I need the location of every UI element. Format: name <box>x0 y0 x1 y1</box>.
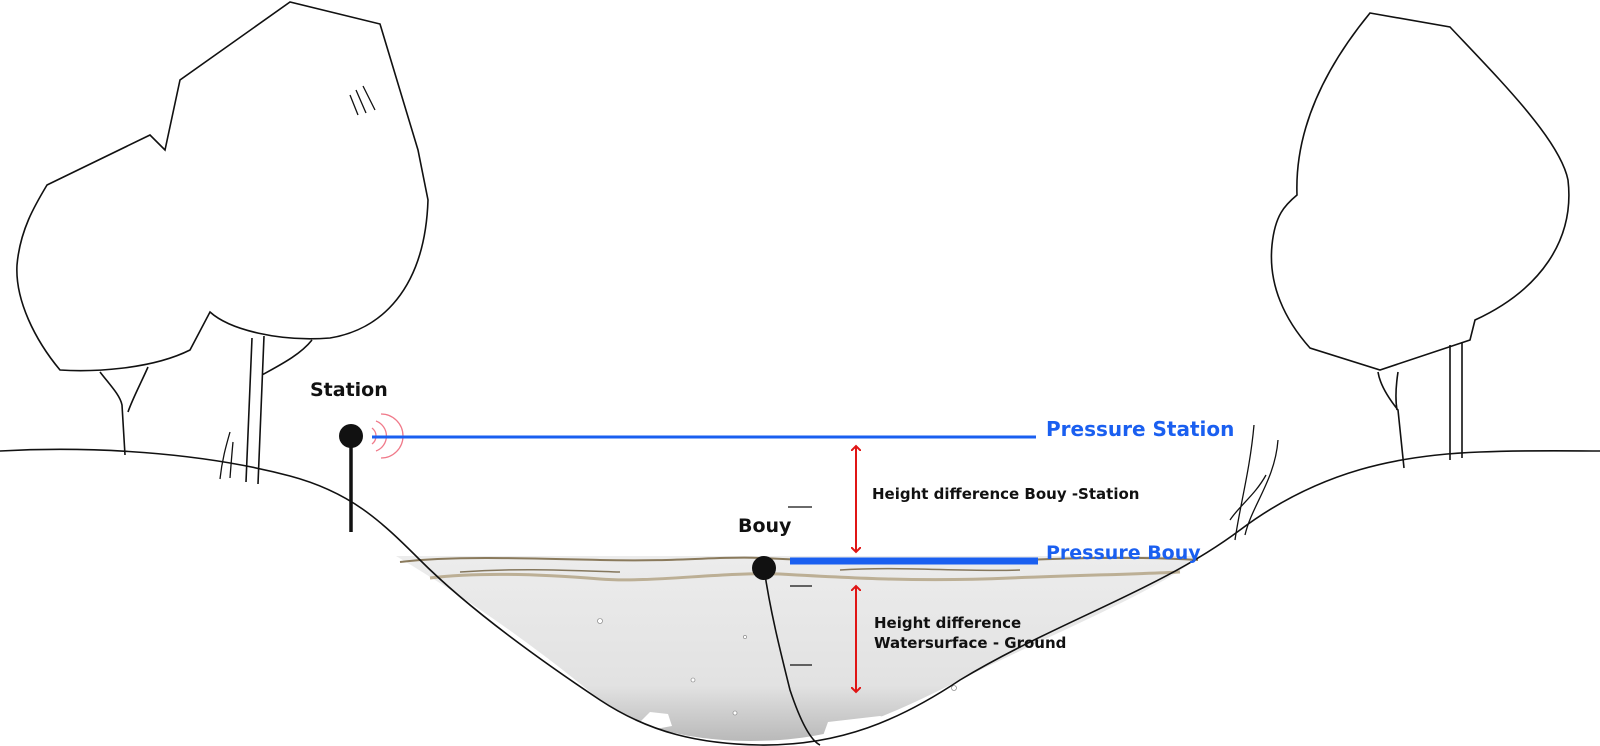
bouy <box>752 556 821 746</box>
height-bouy-station-label: Height difference Bouy -Station <box>872 485 1139 503</box>
tree-right <box>1270 12 1570 469</box>
station-label: Station <box>310 379 388 401</box>
height-water-ground-label-line2: Watersurface - Ground <box>874 634 1066 652</box>
bouy-label: Bouy <box>738 515 792 537</box>
tree-left-small <box>16 1 429 485</box>
pressure-bouy-label: Pressure Bouy <box>1046 542 1201 564</box>
water-body <box>396 556 1200 744</box>
ground-outline <box>0 448 1600 746</box>
pressure-station-label: Pressure Station <box>1046 417 1234 441</box>
depth-ticks <box>788 506 812 666</box>
height-water-ground-label-line1: Height difference <box>874 614 1021 632</box>
grass <box>219 424 1279 541</box>
station <box>339 413 404 532</box>
